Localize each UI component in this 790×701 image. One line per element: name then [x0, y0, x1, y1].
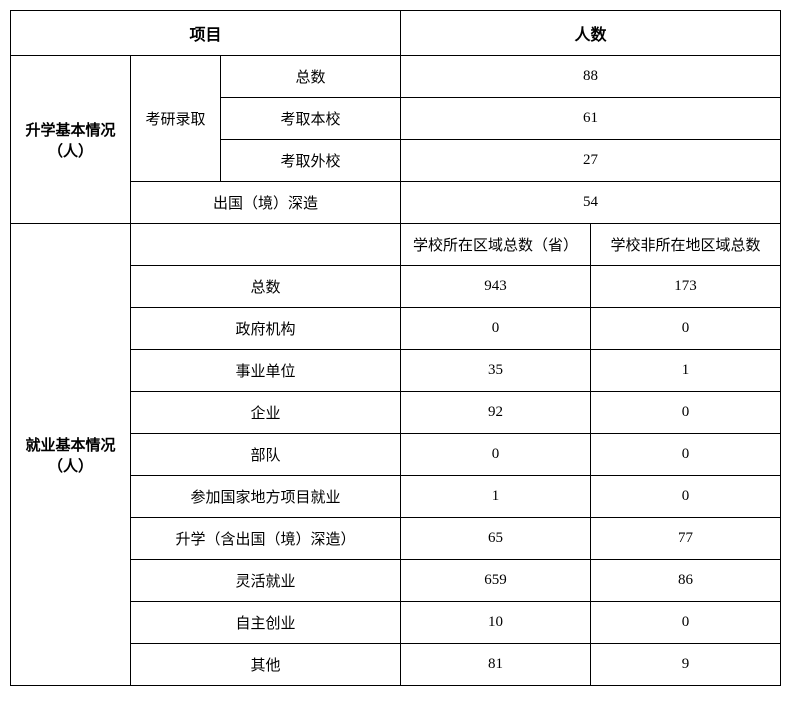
cell-value: 1 — [401, 476, 591, 518]
cell-value: 0 — [591, 476, 781, 518]
cell-value: 9 — [591, 644, 781, 686]
cell-value: 92 — [401, 392, 591, 434]
section1-title: 升学基本情况（人） — [11, 56, 131, 224]
cell-label: 其他 — [131, 644, 401, 686]
cell-value: 659 — [401, 560, 591, 602]
cell-label: 灵活就业 — [131, 560, 401, 602]
section2-title: 就业基本情况（人） — [11, 224, 131, 686]
cell-value: 0 — [591, 392, 781, 434]
table-row: 升学基本情况（人） 考研录取 总数 88 — [11, 56, 781, 98]
cell-value: 1 — [591, 350, 781, 392]
table-row: 就业基本情况（人） 学校所在区域总数（省） 学校非所在地区域总数 — [11, 224, 781, 266]
cell-value: 61 — [401, 98, 781, 140]
table-header-row: 项目 人数 — [11, 11, 781, 56]
section1-sub: 考研录取 — [131, 56, 221, 182]
cell-value: 81 — [401, 644, 591, 686]
cell-label: 企业 — [131, 392, 401, 434]
cell-value: 35 — [401, 350, 591, 392]
cell-label: 事业单位 — [131, 350, 401, 392]
cell-label: 自主创业 — [131, 602, 401, 644]
cell-label: 考取本校 — [221, 98, 401, 140]
header-count: 人数 — [401, 11, 781, 56]
cell-label: 总数 — [131, 266, 401, 308]
cell-value: 0 — [401, 434, 591, 476]
cell-label: 升学（含出国（境）深造） — [131, 518, 401, 560]
stats-table: 项目 人数 升学基本情况（人） 考研录取 总数 88 考取本校 61 考取外校 … — [10, 10, 781, 686]
cell-label: 考取外校 — [221, 140, 401, 182]
cell-value: 86 — [591, 560, 781, 602]
cell-value: 0 — [591, 308, 781, 350]
cell-value: 0 — [401, 308, 591, 350]
cell-value: 88 — [401, 56, 781, 98]
cell-label: 总数 — [221, 56, 401, 98]
cell-label: 参加国家地方项目就业 — [131, 476, 401, 518]
subheader-col2: 学校非所在地区域总数 — [591, 224, 781, 266]
cell-value: 77 — [591, 518, 781, 560]
cell-value: 54 — [401, 182, 781, 224]
cell-blank — [131, 224, 401, 266]
cell-value: 173 — [591, 266, 781, 308]
cell-label: 政府机构 — [131, 308, 401, 350]
cell-value: 10 — [401, 602, 591, 644]
cell-value: 65 — [401, 518, 591, 560]
header-project: 项目 — [11, 11, 401, 56]
cell-value: 0 — [591, 434, 781, 476]
cell-label: 部队 — [131, 434, 401, 476]
cell-value: 27 — [401, 140, 781, 182]
cell-value: 943 — [401, 266, 591, 308]
cell-label: 出国（境）深造 — [131, 182, 401, 224]
cell-value: 0 — [591, 602, 781, 644]
subheader-col1: 学校所在区域总数（省） — [401, 224, 591, 266]
